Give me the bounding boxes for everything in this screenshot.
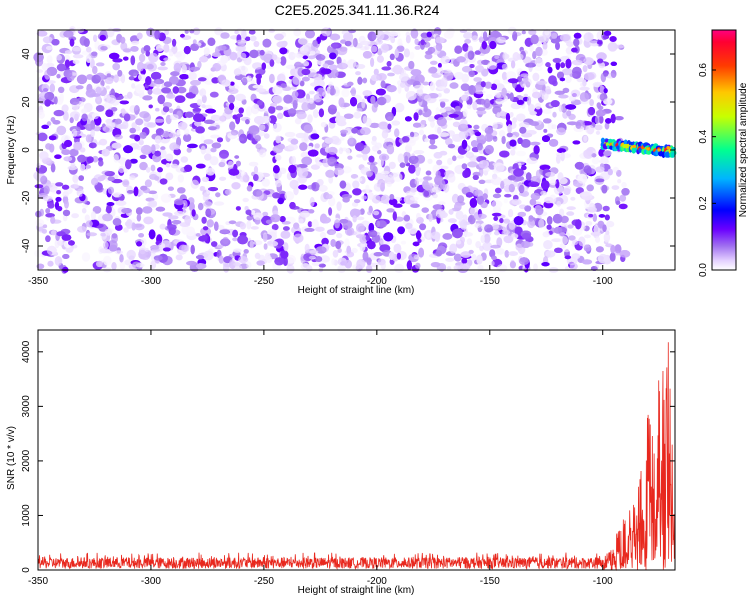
- snr-y-tick-label: 0: [21, 567, 32, 573]
- spectrogram-x-tick-label: -100: [593, 276, 613, 287]
- spectrogram-y-label: Frequency (Hz): [6, 116, 17, 185]
- snr-y-tick-label: 2000: [21, 449, 32, 472]
- colorbar-frame: [711, 29, 737, 271]
- snr-y-tick-label: 1000: [21, 504, 32, 527]
- spectrogram-x-ticks: -350 -300 -250 -200 -150 -100: [28, 30, 613, 287]
- spectrogram-y-tick-label: 0: [21, 147, 32, 153]
- colorbar-tick-label: 0.4: [698, 129, 709, 143]
- colorbar-tick-label: 0.6: [698, 63, 709, 77]
- snr-y-tick-label: 4000: [21, 340, 32, 363]
- snr-y-tick-label: 3000: [21, 395, 32, 418]
- snr-x-tick-label: -100: [593, 576, 613, 587]
- snr-x-tick-label: -300: [141, 576, 161, 587]
- snr-x-tick-label: -250: [254, 576, 274, 587]
- snr-x-tick-label: -350: [28, 576, 48, 587]
- snr-series-line: [37, 342, 676, 572]
- snr-background: [38, 330, 675, 570]
- colorbar-gradient: [712, 30, 736, 270]
- colorbar-label: Normalized spectral amplitude: [738, 82, 749, 217]
- chart-title: C2E5.2025.341.11.36.R24: [274, 2, 440, 18]
- snr-x-tick-label: -150: [480, 576, 500, 587]
- snr-x-label: Height of straight line (km): [298, 585, 415, 596]
- snr-x-ticks: -350 -300 -250 -200 -150 -100: [28, 330, 613, 587]
- snr-y-label: SNR (10 * v/v): [6, 426, 17, 490]
- colorbar-tick-label: 0.2: [698, 196, 709, 210]
- spectrogram-x-tick-label: -250: [254, 276, 274, 287]
- spectrogram-y-tick-label: 40: [21, 48, 32, 60]
- spectrogram-x-tick-label: -300: [141, 276, 161, 287]
- spectrogram-x-tick-label: -150: [480, 276, 500, 287]
- spectrogram-y-ticks: -40 -20 0 20 40: [21, 48, 675, 253]
- colorbar: 0.0 0.2 0.4 0.6 Normalized spectral amplitu…: [698, 29, 749, 277]
- spectrogram-cells: [33, 25, 677, 274]
- spectrogram-x-label: Height of straight line (km): [298, 285, 415, 296]
- colorbar-ticks: 0.0 0.2 0.4 0.6: [698, 63, 716, 277]
- spectrogram-y-tick-label: -20: [21, 190, 32, 205]
- spectrogram-x-tick-label: -350: [28, 276, 48, 287]
- snr-x-tick-label: -200: [367, 576, 387, 587]
- snr-frame: [37, 329, 676, 571]
- spectrogram-y-tick-label: 20: [21, 96, 32, 108]
- snr-y-ticks: 0 1000 2000 3000 4000: [21, 340, 675, 573]
- snr-panel: -350 -300 -250 -200 -150 -100 0 1000 2000 3000 40…: [6, 329, 676, 596]
- spectrogram-y-tick-label: -40: [21, 238, 32, 253]
- spectrogram-x-tick-label: -200: [367, 276, 387, 287]
- colorbar-tick-label: 0.0: [698, 263, 709, 277]
